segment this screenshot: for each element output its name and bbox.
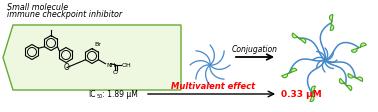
Text: Multivalent effect: Multivalent effect [171, 82, 255, 91]
Text: O: O [64, 62, 70, 71]
Text: immune checkpoint inhibitor: immune checkpoint inhibitor [7, 10, 122, 19]
Text: O: O [113, 69, 118, 74]
Text: OH: OH [121, 63, 131, 68]
Text: 50: 50 [97, 94, 103, 99]
Text: NH: NH [107, 62, 116, 67]
Polygon shape [282, 69, 297, 78]
Polygon shape [310, 86, 315, 102]
Polygon shape [351, 44, 366, 53]
Polygon shape [3, 26, 181, 90]
Polygon shape [330, 16, 334, 31]
Text: IC: IC [88, 90, 96, 99]
Polygon shape [348, 74, 363, 82]
Text: Br: Br [94, 42, 101, 47]
Polygon shape [292, 34, 306, 44]
Text: : 1.89 μM: : 1.89 μM [100, 90, 138, 99]
Text: 0.33 μM: 0.33 μM [281, 90, 322, 99]
Text: Small molecule: Small molecule [7, 3, 68, 12]
Text: Conjugation: Conjugation [232, 45, 278, 54]
Polygon shape [339, 79, 352, 91]
